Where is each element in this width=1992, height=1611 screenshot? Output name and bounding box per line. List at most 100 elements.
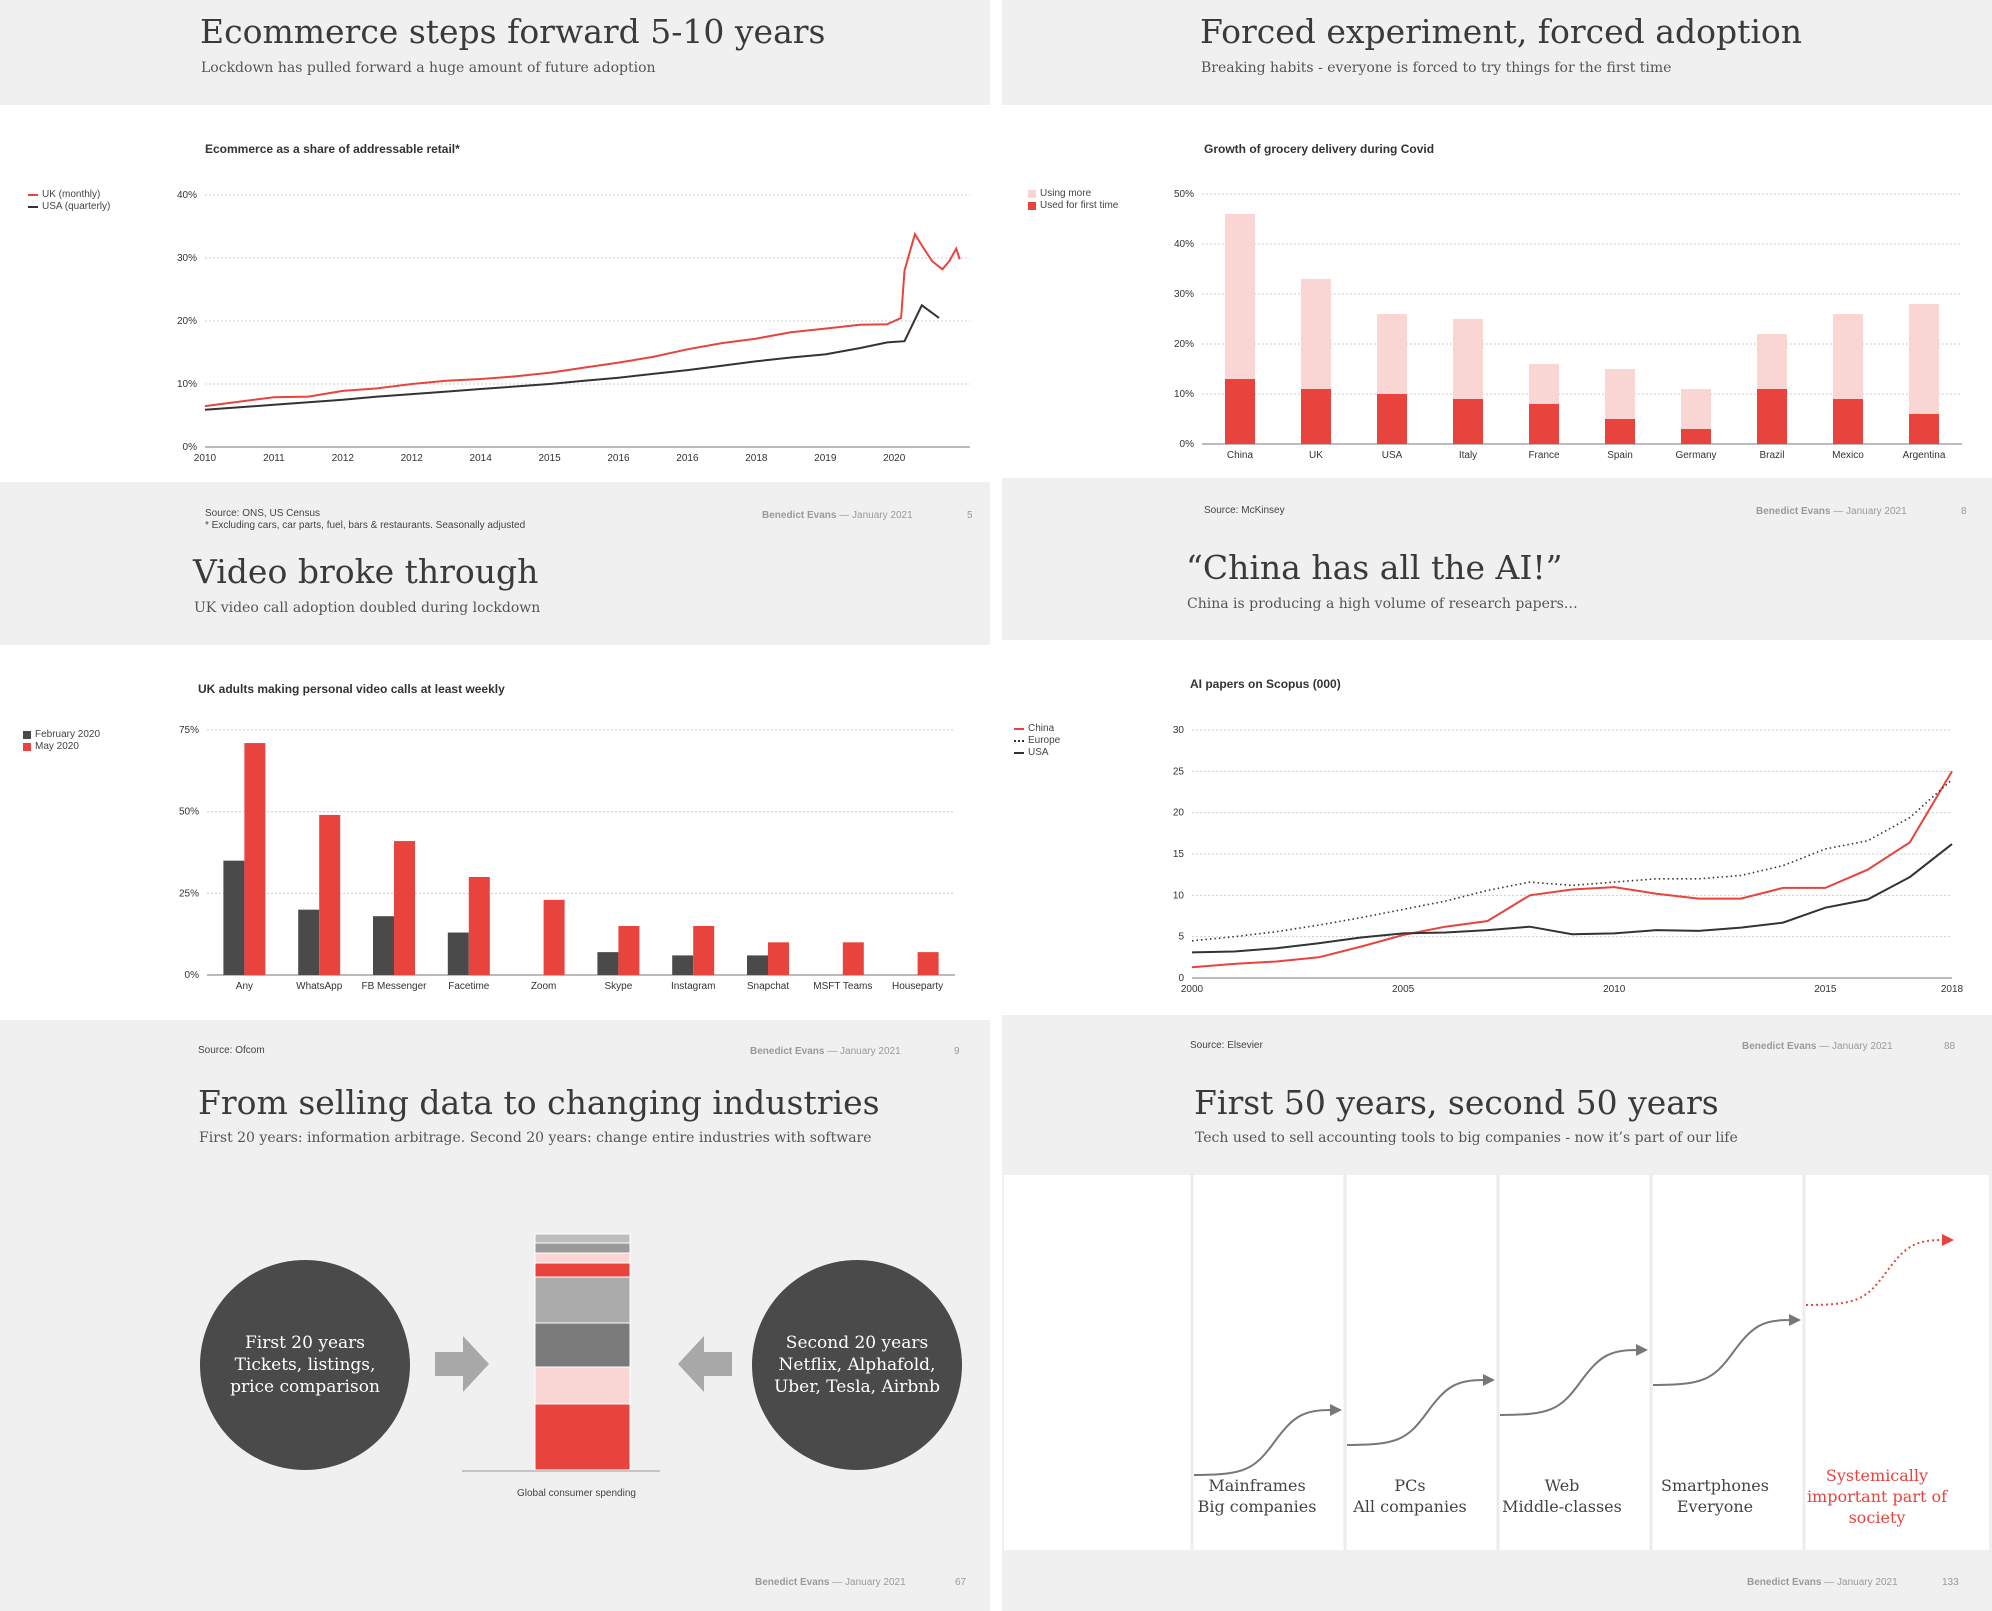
slide-subtitle: UK video call adoption doubled during lo… xyxy=(194,600,541,616)
bar-first-time xyxy=(1757,389,1787,444)
credit-date: — January 2021 xyxy=(1824,1577,1898,1588)
consumer-spending-stacked-bar xyxy=(462,1233,660,1472)
y-tick-label: 40% xyxy=(177,190,197,201)
bar-may-2020 xyxy=(468,877,490,975)
x-tick-label: Houseparty xyxy=(892,981,943,992)
arrowhead-icon xyxy=(1789,1314,1801,1326)
y-tick-label: 20% xyxy=(177,316,197,327)
slide-ecommerce: Ecommerce steps forward 5-10 years Lockd… xyxy=(0,0,990,540)
source-note: Source: McKinsey xyxy=(1204,505,1285,516)
x-tick-label: 2016 xyxy=(676,453,699,464)
circle-line: price comparison xyxy=(230,1377,380,1397)
legend-swatch xyxy=(23,743,31,751)
slide-header xyxy=(0,540,990,645)
x-tick-label: Brazil xyxy=(1759,450,1784,461)
credit: Benedict Evans — January 2021 xyxy=(1742,1041,1893,1052)
chart-legend: UK (monthly) USA (quarterly) xyxy=(28,189,110,213)
spending-segment xyxy=(534,1262,631,1278)
bar-first-time xyxy=(1529,404,1559,444)
slide-header xyxy=(0,0,990,105)
legend-label: USA xyxy=(1028,747,1049,758)
y-tick-label: 20% xyxy=(1174,339,1194,350)
era-line: PCs xyxy=(1394,1476,1426,1495)
source-note: Source: Elsevier xyxy=(1190,1040,1263,1051)
bar-may-2020 xyxy=(618,926,640,975)
second-20-years-circle: Second 20 years Netflix, Alphafold, Uber, … xyxy=(752,1260,962,1470)
bar-first-time xyxy=(1909,414,1939,444)
video-chart: 0% 25% 50% 75% Any WhatsApp FB Messenger Faceti… xyxy=(179,725,955,992)
legend-label: Using more xyxy=(1040,188,1092,199)
uk-series-line xyxy=(204,231,961,408)
spending-segment xyxy=(534,1276,631,1324)
era-line: Mainframes xyxy=(1208,1476,1306,1495)
author: Benedict Evans xyxy=(1747,1577,1822,1588)
legend-label: Europe xyxy=(1028,735,1061,746)
y-tick-label: 30% xyxy=(1174,289,1194,300)
legend-swatch xyxy=(1014,728,1024,730)
bar-february-2020 xyxy=(447,932,469,975)
legend-swatch xyxy=(1014,740,1024,742)
x-tick-label: Skype xyxy=(605,981,633,992)
slide-title: Forced experiment, forced adoption xyxy=(1200,12,1803,51)
y-tick-label: 30% xyxy=(177,253,197,264)
legend-item-usa: USA (quarterly) xyxy=(28,201,110,213)
circle-line: Netflix, Alphafold, xyxy=(778,1355,936,1375)
era-pcs: PCs All companies xyxy=(1340,1475,1480,1517)
page-number: 88 xyxy=(1944,1041,1956,1052)
future-adoption-curve xyxy=(1805,1239,1945,1306)
adoption-curve xyxy=(1346,1379,1486,1446)
legend-item-china: China xyxy=(1014,723,1060,735)
x-tick-label: China xyxy=(1227,450,1254,461)
bar-may-2020 xyxy=(319,814,341,975)
spending-segment xyxy=(534,1252,631,1264)
x-tick-label: 2018 xyxy=(1941,984,1964,995)
x-tick-label: 2010 xyxy=(1603,984,1626,995)
legend-label: UK (monthly) xyxy=(42,189,101,200)
era-web: Web Middle-classes xyxy=(1492,1475,1632,1517)
bar-first-time xyxy=(1301,389,1331,444)
slide-subtitle: China is producing a high volume of rese… xyxy=(1187,596,1578,612)
slide-header xyxy=(1002,0,1992,105)
legend-label: USA (quarterly) xyxy=(42,201,111,212)
credit: Benedict Evans — January 2021 xyxy=(755,1577,906,1588)
author: Benedict Evans xyxy=(750,1046,825,1057)
legend-item-may: May 2020 xyxy=(23,741,100,753)
page-number: 8 xyxy=(1961,506,1967,517)
era-line: Big companies xyxy=(1197,1497,1317,1516)
author: Benedict Evans xyxy=(1756,506,1831,517)
x-tick-label: 2015 xyxy=(538,453,561,464)
slide-footer xyxy=(1002,1015,1992,1080)
slide-selling-data: From selling data to changing industries… xyxy=(0,1080,990,1611)
chart-title: AI papers on Scopus (000) xyxy=(1190,677,1341,691)
x-tick-label: 2012 xyxy=(332,453,355,464)
legend-swatch xyxy=(1028,202,1036,210)
arrowhead-icon xyxy=(1330,1404,1342,1416)
era-line: Middle-classes xyxy=(1502,1497,1622,1516)
bar-may-2020 xyxy=(917,952,939,975)
bar-first-time xyxy=(1833,399,1863,444)
era-line: Web xyxy=(1544,1476,1580,1495)
x-tick-label: Argentina xyxy=(1903,450,1946,461)
x-tick-label: 2020 xyxy=(883,453,906,464)
y-tick-label: 50% xyxy=(179,807,199,818)
adoption-curve xyxy=(1652,1319,1792,1386)
y-tick-label: 10% xyxy=(1174,389,1194,400)
x-tick-label: 2005 xyxy=(1392,984,1415,995)
legend-swatch xyxy=(28,206,38,208)
author: Benedict Evans xyxy=(762,510,837,521)
arrowhead-icon xyxy=(1636,1344,1648,1356)
x-tick-label: 2012 xyxy=(401,453,424,464)
bar-first-time xyxy=(1681,429,1711,444)
page-number: 133 xyxy=(1942,1577,1959,1588)
bar-may-2020 xyxy=(543,899,565,975)
page-number: 5 xyxy=(967,510,973,521)
y-tick-label: 25% xyxy=(179,888,199,899)
era-line: important part of xyxy=(1806,1487,1948,1506)
china-series-line xyxy=(1191,770,1953,969)
legend-swatch xyxy=(28,194,38,196)
page-number: 67 xyxy=(955,1577,967,1588)
y-tick-label: 75% xyxy=(179,725,199,736)
arrowhead-icon xyxy=(1942,1234,1954,1246)
x-tick-label: MSFT Teams xyxy=(813,981,872,992)
y-tick-label: 0% xyxy=(185,970,200,981)
